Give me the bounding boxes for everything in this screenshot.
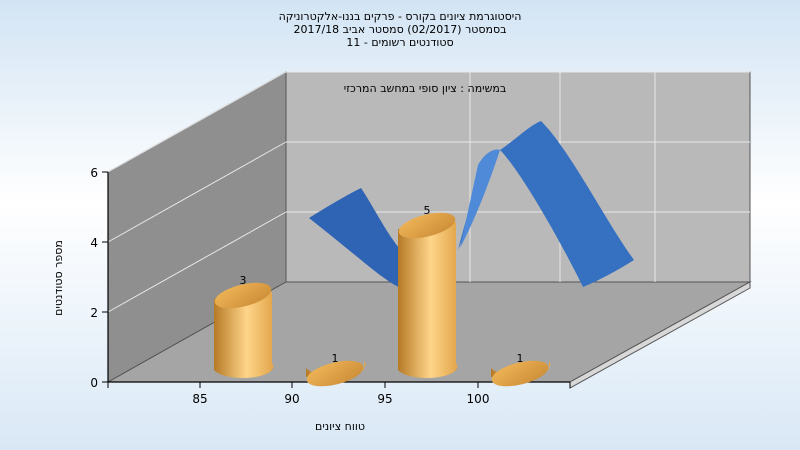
bar-85 (214, 282, 274, 379)
x-axis-label: טווח ציונים (315, 420, 365, 433)
y-tick-label: 4 (90, 236, 98, 250)
curve-ribbon-left (309, 188, 403, 288)
distribution-curve (309, 121, 634, 288)
title-line-2: בסמסטר (02/2017) סמסטר אביב 2017/18 (293, 23, 506, 36)
bar-body (398, 222, 458, 379)
bar-95 (398, 212, 458, 379)
bar-body (214, 292, 274, 379)
bar-value-label: 3 (240, 274, 247, 287)
grid-line-side (107, 141, 287, 243)
grid-line-side (107, 71, 287, 173)
bar-cap (214, 282, 272, 309)
chart-subtitle: במשימה : ציון סופי במחשב המרכזי (344, 82, 507, 95)
y-tick-label: 2 (90, 306, 98, 320)
labels: 0 2 4 6 85 90 95 100 3 1 5 1 (90, 166, 523, 406)
bar-90 (306, 360, 366, 387)
curve-ribbon-highlight (460, 149, 500, 248)
title-line-1: היסטוגרמת ציונים בקורס - פרקים בננו-אלקט… (279, 10, 522, 23)
x-tick-label: 95 (377, 392, 392, 406)
bar-cap (491, 360, 549, 387)
bar-value-label: 1 (517, 352, 524, 365)
x-tick-label: 85 (192, 392, 207, 406)
grid-line-side (107, 211, 287, 313)
bar-value-label: 1 (332, 352, 339, 365)
x-tick-label: 90 (284, 392, 299, 406)
bar-cap (398, 212, 456, 239)
curve-ribbon-right (458, 121, 634, 287)
bar-value-label: 5 (424, 204, 431, 217)
bar-cap (306, 360, 364, 387)
y-tick-label: 6 (90, 166, 98, 180)
y-tick-label: 0 (90, 376, 98, 390)
title-line-3: סטודנטים רשומים - 11 (346, 36, 453, 49)
x-tick-label: 100 (467, 392, 490, 406)
bars (214, 212, 551, 387)
bar-100 (491, 360, 551, 387)
y-axis-label: מספר סטודנטים (52, 240, 65, 316)
